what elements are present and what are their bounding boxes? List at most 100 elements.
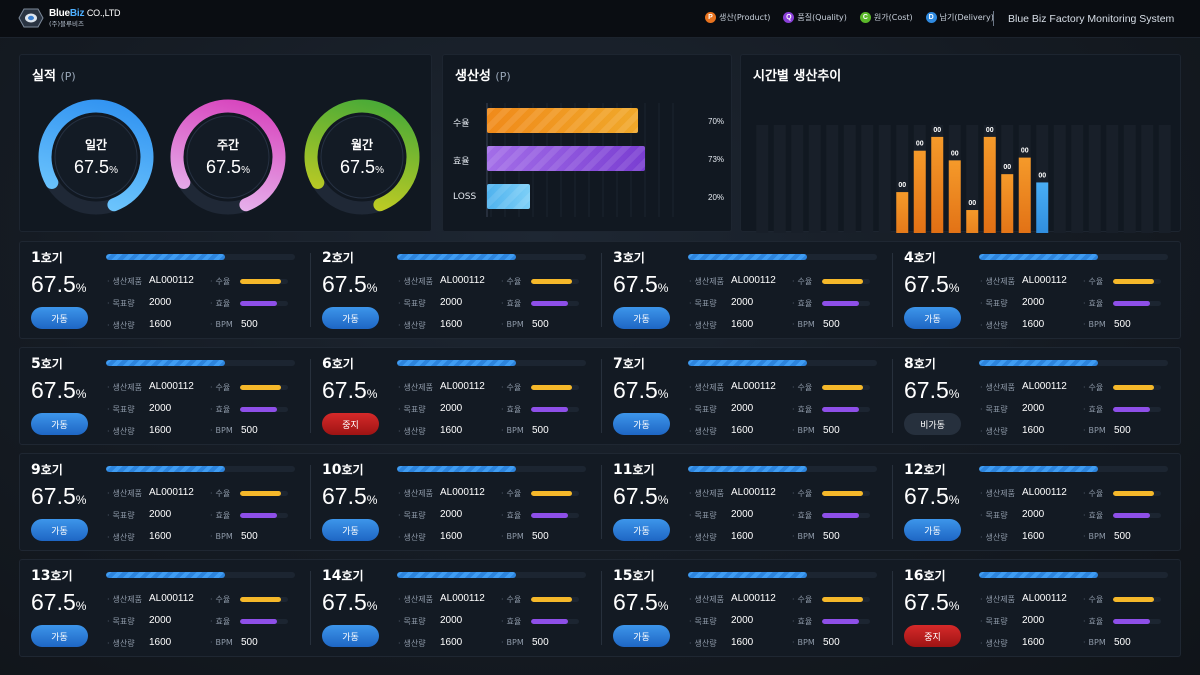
machine-status-button[interactable]: 가동: [322, 307, 379, 329]
company-logo[interactable]: BlueBiz CO.,LTD (주)블루비즈: [18, 8, 121, 28]
legend-label: 납기(Delivery): [939, 13, 994, 22]
machine-card-1[interactable]: 1호기 67.5% 가동 · 생산제품 AL000112 · 수율 · 목표량 2000 · 효율 · 생산…: [19, 241, 310, 346]
machine-metric-bar: [240, 597, 288, 602]
machine-metric-bar: [822, 385, 870, 390]
productivity-label: LOSS: [453, 192, 477, 202]
machine-card-14[interactable]: 14호기 67.5% 가동 · 생산제품 AL000112 · 수율 · 목표량 2000 · 효율 · 생…: [310, 559, 601, 664]
machine-status-button[interactable]: 비가동: [904, 413, 961, 435]
bar-data-label: 00: [916, 141, 924, 148]
machine-metric-bar: [531, 385, 579, 390]
machine-field-value: 1600: [731, 319, 754, 330]
machine-status-button[interactable]: 가동: [613, 625, 670, 647]
machine-divider: [310, 465, 311, 539]
machine-metric-bar: [240, 407, 288, 412]
legend-item-p: P 생산(Product): [705, 12, 770, 23]
machine-bpm-value: 500: [241, 531, 258, 542]
machine-metric-bar: [1113, 513, 1161, 518]
machine-field-label: · 생산제품: [398, 595, 433, 604]
machine-metric-bar: [822, 619, 870, 624]
machine-progress-bar: [106, 572, 295, 578]
machine-field-label: · 목표량: [107, 299, 135, 308]
machine-metric-bar: [531, 279, 579, 284]
machine-bpm-value: 500: [532, 531, 549, 542]
machine-metric-label: · BPM: [210, 320, 233, 329]
machine-field-label: · 생산량: [689, 533, 717, 542]
machine-card-16[interactable]: 16호기 67.5% 중지 · 생산제품 AL000112 · 수율 · 목표량 2000 · 효율 · 생…: [892, 559, 1183, 664]
hourly-chart-panel: 시간별 생산추이 0123456700800900100011001200130…: [740, 54, 1181, 233]
machine-status-button[interactable]: 가동: [904, 519, 961, 541]
machine-metric-label: · BPM: [792, 532, 815, 541]
machine-metric-label: · 효율: [792, 405, 813, 414]
machine-name: 12호기: [904, 462, 946, 478]
machine-divider: [892, 571, 893, 645]
machine-divider: [310, 359, 311, 433]
machine-metric-label: · 효율: [1083, 405, 1104, 414]
bar-track-21: [1123, 125, 1136, 233]
donut-value: 67.5%: [340, 157, 384, 177]
machine-metric-bar: [531, 301, 579, 306]
machine-card-6[interactable]: 6호기 67.5% 중지 · 생산제품 AL000112 · 수율 · 목표량 2000 · 효율 · 생산…: [310, 347, 601, 452]
productivity-panel: 생산성 (P) 수율 70% 효율 73% LOSS 20%: [442, 54, 732, 232]
machine-name: 9호기: [31, 462, 63, 478]
hour-bar-13: [983, 136, 996, 233]
machine-metric-fill: [822, 619, 860, 624]
machine-field-label: · 생산제품: [398, 489, 433, 498]
bar-track-5: [843, 125, 856, 233]
machine-field-value: 2000: [1022, 615, 1045, 626]
machine-card-15[interactable]: 15호기 67.5% 가동 · 생산제품 AL000112 · 수율 · 목표량 2000 · 효율 · 생…: [601, 559, 892, 664]
machine-card-13[interactable]: 13호기 67.5% 가동 · 생산제품 AL000112 · 수율 · 목표량 2000 · 효율 · 생…: [19, 559, 310, 664]
machine-field-value: AL000112: [731, 487, 776, 498]
machine-status-button[interactable]: 가동: [613, 307, 670, 329]
hour-bar-16: [1036, 182, 1049, 233]
machine-progress-bar: [106, 360, 295, 366]
legend-badge-icon: P: [705, 12, 716, 23]
machine-card-10[interactable]: 10호기 67.5% 가동 · 생산제품 AL000112 · 수율 · 목표량 2000 · 효율 · 생…: [310, 453, 601, 558]
machine-field-label: · 생산량: [980, 321, 1008, 330]
machine-metric-label: · 수율: [1083, 595, 1104, 604]
machine-metric-label: · 수율: [792, 595, 813, 604]
machine-progress-fill: [979, 360, 1099, 366]
machine-progress-fill: [106, 254, 226, 260]
machine-status-button[interactable]: 가동: [613, 519, 670, 541]
machine-field-label: · 목표량: [107, 511, 135, 520]
machine-metric-label: · 수율: [792, 277, 813, 286]
machine-status-button[interactable]: 중지: [904, 625, 961, 647]
machine-status-button[interactable]: 가동: [31, 625, 88, 647]
machine-metric-fill: [822, 491, 863, 496]
machine-metric-bar: [531, 597, 579, 602]
machine-field-value: 1600: [731, 531, 754, 542]
machine-status-button[interactable]: 가동: [31, 519, 88, 541]
machine-card-4[interactable]: 4호기 67.5% 가동 · 생산제품 AL000112 · 수율 · 목표량 2000 · 효율 · 생산…: [892, 241, 1183, 346]
machine-card-8[interactable]: 8호기 67.5% 비가동 · 생산제품 AL000112 · 수율 · 목표량 2000 · 효율 · 생…: [892, 347, 1183, 452]
machine-name: 7호기: [613, 356, 645, 372]
machine-card-9[interactable]: 9호기 67.5% 가동 · 생산제품 AL000112 · 수율 · 목표량 2000 · 효율 · 생산…: [19, 453, 310, 558]
machine-field-value: AL000112: [149, 275, 194, 286]
machine-name: 6호기: [322, 356, 354, 372]
productivity-percent: 70%: [708, 117, 725, 126]
machine-name: 14호기: [322, 568, 364, 584]
machine-field-value: 2000: [149, 297, 172, 308]
machine-card-5[interactable]: 5호기 67.5% 가동 · 생산제품 AL000112 · 수율 · 목표량 2000 · 효율 · 생산…: [19, 347, 310, 452]
machine-metric-bar: [822, 279, 870, 284]
machine-status-button[interactable]: 가동: [904, 307, 961, 329]
machine-metric-bar: [240, 513, 288, 518]
machine-status-button[interactable]: 가동: [31, 413, 88, 435]
performance-panel: 실적 (P) 일간 67.5% 주간 67.5% 월간 67.5%: [19, 54, 432, 232]
machine-bpm-value: 500: [1114, 531, 1131, 542]
machine-card-12[interactable]: 12호기 67.5% 가동 · 생산제품 AL000112 · 수율 · 목표량 2000 · 효율 · 생…: [892, 453, 1183, 558]
machine-card-11[interactable]: 11호기 67.5% 가동 · 생산제품 AL000112 · 수율 · 목표량 2000 · 효율 · 생…: [601, 453, 892, 558]
machine-metric-label: · 효율: [792, 511, 813, 520]
machine-status-button[interactable]: 가동: [322, 519, 379, 541]
machine-status-button[interactable]: 가동: [31, 307, 88, 329]
machine-card-3[interactable]: 3호기 67.5% 가동 · 생산제품 AL000112 · 수율 · 목표량 2000 · 효율 · 생산…: [601, 241, 892, 346]
machine-status-button[interactable]: 가동: [322, 625, 379, 647]
productivity-bar-3: [487, 184, 531, 209]
machine-metric-bar: [822, 513, 870, 518]
donut-3: 월간 67.5%: [300, 95, 424, 219]
machine-field-value: 2000: [440, 615, 463, 626]
machine-card-7[interactable]: 7호기 67.5% 가동 · 생산제품 AL000112 · 수율 · 목표량 2000 · 효율 · 생산…: [601, 347, 892, 452]
machine-card-2[interactable]: 2호기 67.5% 가동 · 생산제품 AL000112 · 수율 · 목표량 2000 · 효율 · 생산…: [310, 241, 601, 346]
machine-field-value: 2000: [149, 509, 172, 520]
machine-status-button[interactable]: 중지: [322, 413, 379, 435]
machine-status-button[interactable]: 가동: [613, 413, 670, 435]
